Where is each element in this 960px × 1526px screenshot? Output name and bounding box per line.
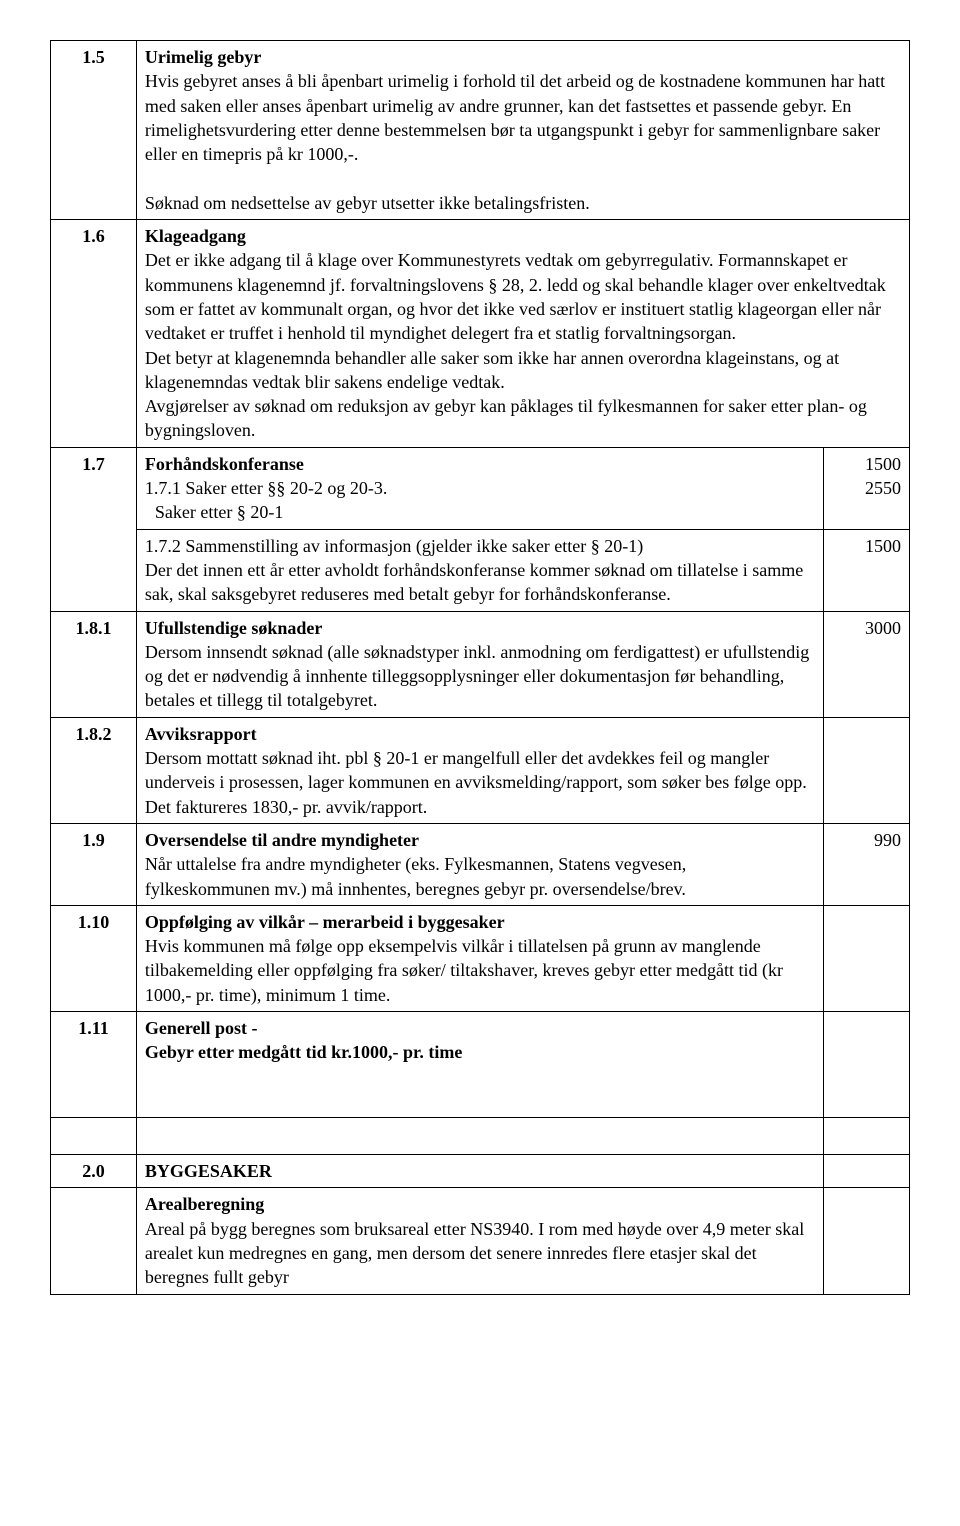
body-1-5: Urimelig gebyr Hvis gebyret anses å bli … <box>136 41 909 220</box>
title-2-0: BYGGESAKER <box>145 1161 272 1181</box>
val-1-8-1: 3000 <box>865 618 901 638</box>
body-1-8-1: Ufullstendige søknader Dersom innsendt s… <box>136 611 823 717</box>
val-1-7-b: 1500 <box>824 529 910 611</box>
body-1-9: Oversendelse til andre myndigheter Når u… <box>136 823 823 905</box>
title-1-8-2: Avviksrapport <box>145 724 257 744</box>
row-1-10: 1.10 Oppfølging av vilkår – merarbeid i … <box>51 905 910 1011</box>
sec-num-areal <box>51 1188 137 1294</box>
sec-num-1-6: 1.6 <box>51 220 137 448</box>
body-areal: Arealberegning Areal på bygg beregnes so… <box>136 1188 823 1294</box>
row-1-5: 1.5 Urimelig gebyr Hvis gebyret anses å … <box>51 41 910 220</box>
val-1-9: 990 <box>874 830 901 850</box>
body-1-11: Generell post - Gebyr etter medgått tid … <box>136 1011 823 1117</box>
body-1-7-b: 1.7.2 Sammenstilling av informasjon (gje… <box>136 529 823 611</box>
title-1-10: Oppfølging av vilkår – merarbeid i bygge… <box>145 912 505 932</box>
val-1-7-3: 1500 <box>865 536 901 556</box>
title-1-7: Forhåndskonferanse <box>145 454 304 474</box>
row-areal: Arealberegning Areal på bygg beregnes so… <box>51 1188 910 1294</box>
regulation-table: 1.5 Urimelig gebyr Hvis gebyret anses å … <box>50 40 910 1295</box>
spacer-row <box>51 1118 910 1155</box>
sec-num-1-5: 1.5 <box>51 41 137 220</box>
body-1-8-2: Avviksrapport Dersom mottatt søknad iht.… <box>136 717 823 823</box>
val-2-0-cell <box>824 1155 910 1188</box>
line-1-7-2: Saker etter § 20-1 <box>145 502 283 522</box>
text-areal-p1: Areal på bygg beregnes som bruksareal et… <box>145 1219 804 1288</box>
val-1-10-cell <box>824 905 910 1011</box>
line-1-7-1: 1.7.1 Saker etter §§ 20-2 og 20-3. <box>145 478 387 498</box>
text-1-9-p1: Når uttalelse fra andre myndigheter (eks… <box>145 854 686 898</box>
sec-num-1-8-2: 1.8.2 <box>51 717 137 823</box>
val-1-7-1: 1500 <box>865 454 901 474</box>
text-1-8-2-p1: Dersom mottatt søknad iht. pbl § 20-1 er… <box>145 748 807 817</box>
row-1-7-b: 1.7.2 Sammenstilling av informasjon (gje… <box>51 529 910 611</box>
text-1-6-p1: Det er ikke adgang til å klage over Komm… <box>145 250 886 343</box>
title-1-11-a: Generell post - <box>145 1018 258 1038</box>
val-1-8-2-cell <box>824 717 910 823</box>
spacer-3 <box>824 1118 910 1155</box>
title-1-11-b: Gebyr etter medgått tid kr.1000,- pr. ti… <box>145 1042 462 1062</box>
sec-num-1-7: 1.7 <box>51 447 137 611</box>
row-1-6: 1.6 Klageadgang Det er ikke adgang til å… <box>51 220 910 448</box>
title-1-9: Oversendelse til andre myndigheter <box>145 830 419 850</box>
body-1-7-a: Forhåndskonferanse 1.7.1 Saker etter §§ … <box>136 447 823 529</box>
sec-num-1-10: 1.10 <box>51 905 137 1011</box>
line-1-7-3: 1.7.2 Sammenstilling av informasjon (gje… <box>145 536 643 556</box>
title-areal: Arealberegning <box>145 1194 264 1214</box>
title-1-8-1: Ufullstendige søknader <box>145 618 323 638</box>
val-1-11-cell <box>824 1011 910 1117</box>
spacer-2 <box>136 1118 823 1155</box>
title-1-6: Klageadgang <box>145 226 246 246</box>
text-1-8-1-p1: Dersom innsendt søknad (alle søknadstype… <box>145 642 809 711</box>
row-1-11: 1.11 Generell post - Gebyr etter medgått… <box>51 1011 910 1117</box>
row-1-8-2: 1.8.2 Avviksrapport Dersom mottatt søkna… <box>51 717 910 823</box>
body-2-0: BYGGESAKER <box>136 1155 823 1188</box>
spacer-1 <box>51 1118 137 1155</box>
val-1-8-1-cell: 3000 <box>824 611 910 717</box>
title-1-5: Urimelig gebyr <box>145 47 261 67</box>
text-1-10-p1: Hvis kommunen må følge opp eksempelvis v… <box>145 936 783 1005</box>
val-1-7-a: 1500 2550 <box>824 447 910 529</box>
sec-num-1-8-1: 1.8.1 <box>51 611 137 717</box>
text-1-5-p1: Hvis gebyret anses å bli åpenbart urimel… <box>145 71 885 164</box>
text-1-5-p2: Søknad om nedsettelse av gebyr utsetter … <box>145 193 590 213</box>
val-areal-cell <box>824 1188 910 1294</box>
text-1-6-p2: Det betyr at klagenemnda behandler alle … <box>145 348 839 392</box>
sec-num-1-11: 1.11 <box>51 1011 137 1117</box>
body-1-6: Klageadgang Det er ikke adgang til å kla… <box>136 220 909 448</box>
val-1-7-2: 2550 <box>865 478 901 498</box>
row-2-0: 2.0 BYGGESAKER <box>51 1155 910 1188</box>
body-1-10: Oppfølging av vilkår – merarbeid i bygge… <box>136 905 823 1011</box>
row-1-8-1: 1.8.1 Ufullstendige søknader Dersom inns… <box>51 611 910 717</box>
row-1-9: 1.9 Oversendelse til andre myndigheter N… <box>51 823 910 905</box>
row-1-7: 1.7 Forhåndskonferanse 1.7.1 Saker etter… <box>51 447 910 529</box>
sec-num-2-0: 2.0 <box>51 1155 137 1188</box>
text-1-6-p3: Avgjørelser av søknad om reduksjon av ge… <box>145 396 867 440</box>
sec-num-1-9: 1.9 <box>51 823 137 905</box>
text-1-7-p1: Der det innen ett år etter avholdt forhå… <box>145 560 803 604</box>
val-1-9-cell: 990 <box>824 823 910 905</box>
